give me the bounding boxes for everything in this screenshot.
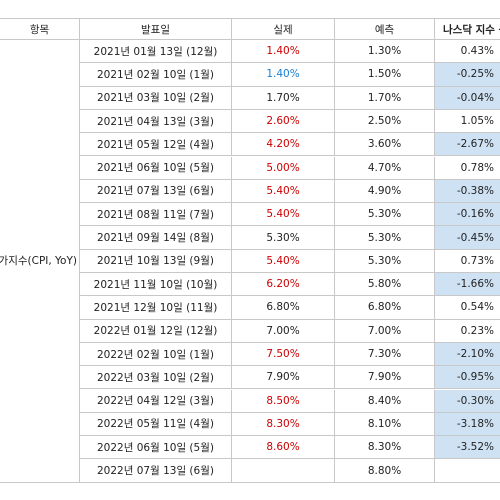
forecast-cell: 5.30%	[335, 226, 435, 250]
forecast-cell: 5.30%	[335, 203, 435, 227]
date-cell: 2021년 02월 10일 (1월)	[80, 63, 232, 87]
actual-cell: 1.70%	[232, 86, 335, 110]
header-cell: 나스닥 지수 등락	[435, 18, 500, 40]
forecast-cell: 8.10%	[335, 412, 435, 437]
actual-cell: 5.30%	[232, 226, 335, 250]
nasdaq-cell: 0.78%	[435, 157, 500, 180]
forecast-cell: 7.90%	[335, 366, 435, 390]
nasdaq-cell: -0.25%	[435, 63, 500, 87]
header-cell: 예측	[335, 18, 435, 40]
actual-cell: 8.60%	[232, 436, 335, 460]
forecast-cell: 2.50%	[335, 109, 435, 134]
date-cell: 2021년 01월 13일 (12월)	[80, 40, 232, 64]
date-cell: 2021년 06월 10일 (5월)	[80, 156, 232, 180]
nasdaq-cell: -0.38%	[435, 179, 500, 204]
actual-cell: 5.00%	[232, 156, 335, 180]
nasdaq-cell: 0.73%	[435, 250, 500, 273]
forecast-cell: 8.80%	[335, 459, 435, 483]
actual-cell: 7.90%	[232, 366, 335, 390]
actual-cell: 8.30%	[232, 412, 335, 437]
actual-cell: 7.50%	[232, 342, 335, 367]
forecast-cell: 8.30%	[335, 436, 435, 460]
actual-cell: 6.80%	[232, 296, 335, 320]
actual-cell: 5.40%	[232, 203, 335, 227]
actual-cell: 1.40%	[232, 63, 335, 87]
forecast-cell: 4.90%	[335, 179, 435, 204]
header-cell: 항목	[0, 18, 80, 40]
nasdaq-cell: 1.05%	[435, 110, 500, 134]
date-cell: 2021년 12월 10일 (11월)	[80, 296, 232, 320]
date-cell: 2021년 09월 14일 (8월)	[80, 226, 232, 250]
forecast-cell: 5.30%	[335, 249, 435, 273]
nasdaq-cell: -2.67%	[435, 133, 500, 157]
date-cell: 2021년 03월 10일 (2월)	[80, 86, 232, 110]
nasdaq-cell	[435, 459, 500, 483]
nasdaq-cell: -0.45%	[435, 226, 500, 250]
date-cell: 2022년 01월 12일 (12월)	[80, 319, 232, 343]
forecast-cell: 6.80%	[335, 296, 435, 320]
forecast-cell: 1.70%	[335, 86, 435, 110]
actual-cell: 4.20%	[232, 133, 335, 157]
nasdaq-cell: -3.52%	[435, 436, 500, 460]
actual-cell: 8.50%	[232, 389, 335, 413]
forecast-cell: 7.30%	[335, 342, 435, 367]
nasdaq-cell: -0.04%	[435, 86, 500, 110]
header-cell: 발표일	[80, 18, 232, 40]
date-cell: 2022년 05월 11일 (4월)	[80, 412, 232, 437]
nasdaq-cell: -1.66%	[435, 273, 500, 297]
forecast-cell: 8.40%	[335, 389, 435, 413]
date-cell: 2021년 08월 11일 (7월)	[80, 203, 232, 227]
nasdaq-cell: -0.95%	[435, 366, 500, 390]
actual-cell: 2.60%	[232, 109, 335, 134]
nasdaq-cell: 0.23%	[435, 320, 500, 343]
forecast-cell: 3.60%	[335, 133, 435, 157]
forecast-cell: 1.30%	[335, 40, 435, 64]
forecast-cell: 7.00%	[335, 319, 435, 343]
actual-cell: 1.40%	[232, 40, 335, 64]
nasdaq-cell: -0.30%	[435, 389, 500, 413]
date-cell: 2021년 11월 10일 (10월)	[80, 273, 232, 297]
date-cell: 2022년 04월 12일 (3월)	[80, 389, 232, 413]
actual-cell: 5.40%	[232, 249, 335, 273]
date-cell: 2021년 04월 13일 (3월)	[80, 109, 232, 134]
forecast-cell: 4.70%	[335, 156, 435, 180]
nasdaq-cell: 0.43%	[435, 40, 500, 64]
actual-cell: 5.40%	[232, 179, 335, 204]
date-cell: 2021년 10월 13일 (9월)	[80, 249, 232, 273]
nasdaq-cell: -3.18%	[435, 412, 500, 437]
actual-cell: 6.20%	[232, 273, 335, 297]
date-cell: 2022년 03월 10일 (2월)	[80, 366, 232, 390]
date-cell: 2022년 06월 10일 (5월)	[80, 436, 232, 460]
date-cell: 2021년 07월 13일 (6월)	[80, 179, 232, 204]
category-cell: 소비자물가지수(CPI, YoY)	[0, 40, 80, 483]
date-cell: 2022년 07월 13일 (6월)	[80, 459, 232, 483]
actual-cell: 7.00%	[232, 319, 335, 343]
actual-cell	[232, 459, 335, 483]
forecast-cell: 5.80%	[335, 273, 435, 297]
forecast-cell: 1.50%	[335, 63, 435, 87]
date-cell: 2022년 02월 10일 (1월)	[80, 342, 232, 367]
header-cell: 실제	[232, 18, 335, 40]
nasdaq-cell: -2.10%	[435, 342, 500, 367]
nasdaq-cell: 0.54%	[435, 296, 500, 320]
nasdaq-cell: -0.16%	[435, 203, 500, 227]
date-cell: 2021년 05월 12일 (4월)	[80, 133, 232, 157]
